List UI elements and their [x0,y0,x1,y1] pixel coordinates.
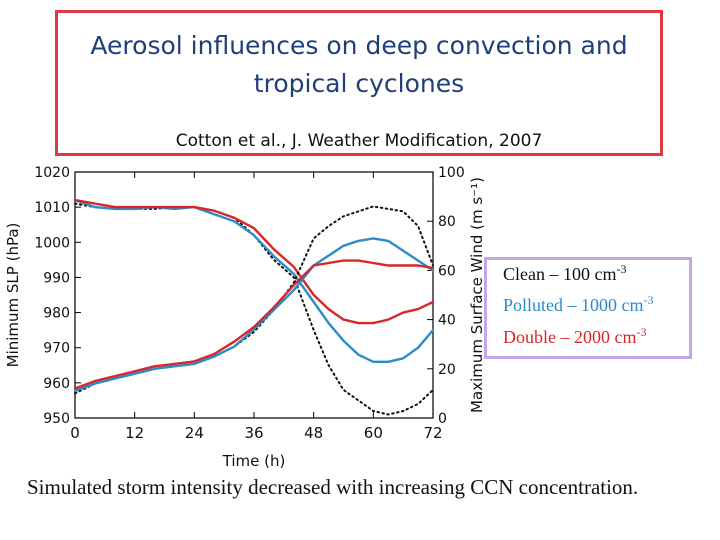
y-left-tick-label: 950 [43,411,70,427]
slide-title: Aerosol influences on deep convection an… [90,31,628,98]
x-axis-label: Time (h) [222,452,286,470]
y-right-axis-label: Maximum Surface Wind (m s⁻¹) [468,177,486,413]
y-left-tick-label: 970 [43,341,70,357]
series-line-polluted-slp [73,198,435,364]
citation: Cotton et al., J. Weather Modification, … [175,131,543,151]
y-right-tick-label: 0 [438,411,447,427]
legend-polluted: Polluted – 1000 cm-3 [503,293,654,315]
y-left-tick-label: 960 [43,376,70,392]
x-tick-label: 72 [423,424,442,442]
y-right-tick-label: 100 [438,165,465,181]
y-left-tick-label: 980 [43,306,70,322]
x-tick-label: 36 [244,424,263,442]
y-right-tick-label: 40 [438,313,456,329]
x-tick-label: 0 [70,424,80,442]
y-left-axis-label: Minimum SLP (hPa) [4,223,22,368]
y-left-tick-label: 1020 [34,165,70,181]
x-tick-label: 24 [185,424,204,442]
series-line-polluted-wind [73,237,435,393]
y-right-tick-label: 80 [438,214,456,230]
y-left-tick-label: 1000 [34,235,70,251]
x-tick-label: 48 [304,424,323,442]
slp-wind-chart: 0 12 24 36 48 60 72950960970980990100010101020… [4,165,486,470]
legend-clean: Clean – 100 cm-3 [503,262,627,284]
y-left-tick-label: 1010 [34,200,70,216]
x-tick-label: 60 [364,424,383,442]
x-tick-label: 12 [125,424,144,442]
series-line-double-slp [73,198,435,325]
title-box: Aerosol influences on deep convection an… [55,10,663,156]
legend: Clean – 100 cm-3 Polluted – 1000 cm-3 Do… [484,257,692,359]
y-right-tick-label: 60 [438,263,456,279]
legend-double: Double – 2000 cm-3 [503,325,647,347]
y-right-tick-label: 20 [438,362,456,378]
caption: Simulated storm intensity decreased with… [27,475,639,499]
y-left-tick-label: 990 [43,270,70,286]
series-line-double-wind [73,259,435,390]
